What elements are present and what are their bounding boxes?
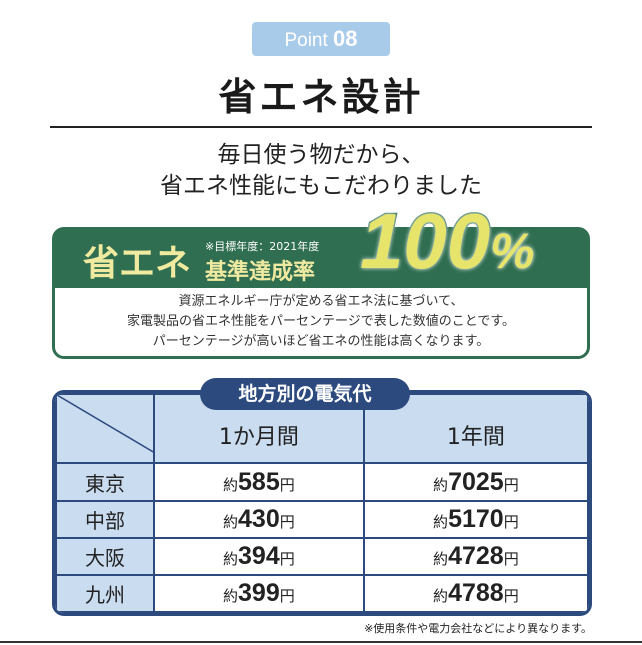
description-line: パーセンテージが高いほど省エネの性能は高くなります。 [152, 334, 490, 349]
description-line: 資源エネルギー庁が定める省エネ法に基づいて、 [178, 294, 464, 309]
energy-rating-header: 省エネ ※目標年度：2021年度 基準達成率 [55, 230, 587, 288]
yen-unit: 円 [279, 549, 295, 568]
energy-description: 資源エネルギー庁が定める省エネ法に基づいて、 家電製品の省エネ性能をパーセンテー… [55, 292, 587, 352]
cost-cell-year: 約5170円 [362, 499, 589, 539]
description-line: 家電製品の省エネ性能をパーセンテージで表した数値のことです。 [126, 314, 516, 329]
approx-prefix: 約 [433, 512, 449, 531]
approx-prefix: 約 [223, 586, 239, 605]
cost-cell-month: 約430円 [153, 499, 365, 539]
cost-cell-month: 約399円 [153, 573, 365, 613]
table-row: 大阪 約394円 約4728円 [55, 536, 589, 576]
approx-prefix: 約 [433, 586, 449, 605]
approx-prefix: 約 [223, 549, 239, 568]
cost-cell-year: 約4788円 [362, 573, 589, 613]
footnote: ※使用条件や電力会社などにより異なります。 [364, 622, 592, 635]
approx-prefix: 約 [433, 549, 449, 568]
cost-value: 5170 [448, 504, 504, 533]
yen-unit: 円 [279, 586, 295, 605]
cost-value: 430 [238, 504, 280, 533]
yen-unit: 円 [503, 586, 519, 605]
table-row: 九州 約399円 約4788円 [55, 573, 589, 613]
table-row: 中部 約430円 約5170円 [55, 499, 589, 539]
approx-prefix: 約 [223, 475, 239, 494]
cost-value: 394 [238, 541, 280, 570]
electricity-cost-table: 1か月間 1年間 東京 約585円 約7025円 中部 約430円 約5170円 大阪 約39… [52, 390, 592, 616]
region-cell: 九州 [55, 573, 155, 613]
cost-cell-year: 約7025円 [362, 462, 589, 502]
approx-prefix: 約 [223, 512, 239, 531]
region-cell: 東京 [55, 462, 155, 502]
yen-unit: 円 [503, 475, 519, 494]
region-cell: 中部 [55, 499, 155, 539]
page-title: 省エネ設計 [218, 75, 424, 119]
region-cell: 大阪 [55, 536, 155, 576]
cost-cell-month: 約394円 [153, 536, 365, 576]
table-row: 東京 約585円 約7025円 [55, 462, 589, 502]
rate-label: 基準達成率 [205, 260, 316, 285]
badge-number: 08 [333, 26, 358, 51]
corner-cell [55, 393, 155, 465]
energy-label: 省エネ [83, 243, 192, 284]
cost-value: 4788 [448, 578, 504, 607]
yen-unit: 円 [503, 549, 519, 568]
bottom-divider [0, 641, 642, 643]
target-year-note: ※目標年度：2021年度 [205, 240, 320, 253]
approx-prefix: 約 [433, 475, 449, 494]
yen-unit: 円 [279, 475, 295, 494]
subtitle: 毎日使う物だから、 省エネ性能にもこだわりました [0, 140, 642, 202]
cost-value: 399 [238, 578, 280, 607]
subtitle-line: 省エネ性能にもこだわりました [160, 173, 482, 199]
subtitle-line: 毎日使う物だから、 [217, 142, 425, 168]
cost-value: 585 [238, 467, 280, 496]
divider [50, 126, 592, 128]
badge-prefix: Point [284, 30, 328, 51]
point-badge: Point 08 [252, 22, 390, 56]
rate-value: 100% [358, 196, 537, 287]
cost-cell-month: 約585円 [153, 462, 365, 502]
energy-rating-box: 省エネ ※目標年度：2021年度 基準達成率 100% 資源エネルギー庁が定める… [52, 196, 590, 359]
yen-unit: 円 [503, 512, 519, 531]
table-title: 地方別の電気代 [200, 378, 410, 410]
cost-value: 4728 [448, 541, 504, 570]
yen-unit: 円 [279, 512, 295, 531]
rate-unit: % [489, 222, 537, 281]
rate-number: 100 [358, 196, 491, 287]
diagonal-line [57, 395, 155, 453]
cost-cell-year: 約4728円 [362, 536, 589, 576]
cost-value: 7025 [448, 467, 504, 496]
